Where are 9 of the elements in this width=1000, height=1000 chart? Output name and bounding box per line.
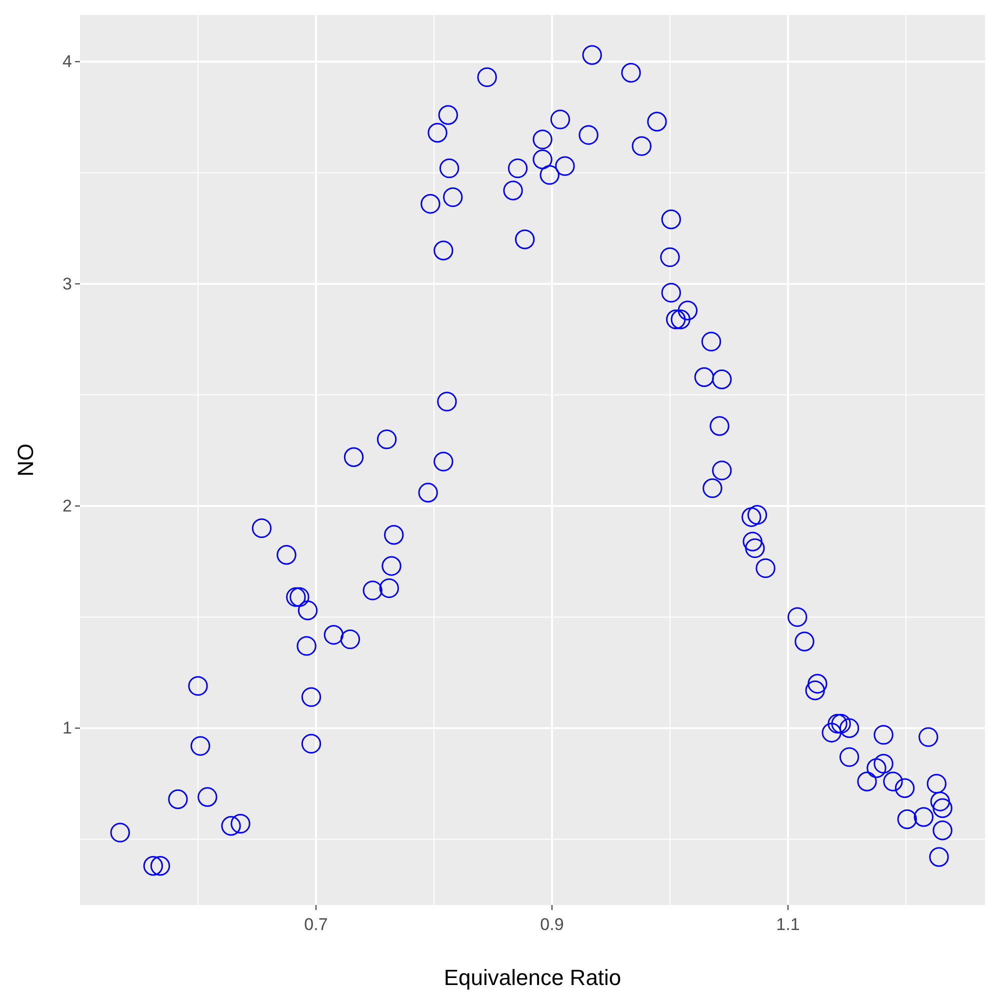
y-tick-label: 1 [62, 718, 72, 738]
y-tick-label: 2 [62, 496, 72, 516]
x-tick-label: 0.7 [304, 915, 328, 934]
x-tick-label: 0.9 [540, 915, 564, 934]
x-axis-title: Equivalence Ratio [444, 965, 622, 990]
y-tick-label: 4 [62, 52, 72, 72]
y-axis-title: NO [13, 444, 38, 476]
x-tick-label: 1.1 [776, 915, 800, 934]
y-tick-label: 3 [62, 274, 72, 294]
